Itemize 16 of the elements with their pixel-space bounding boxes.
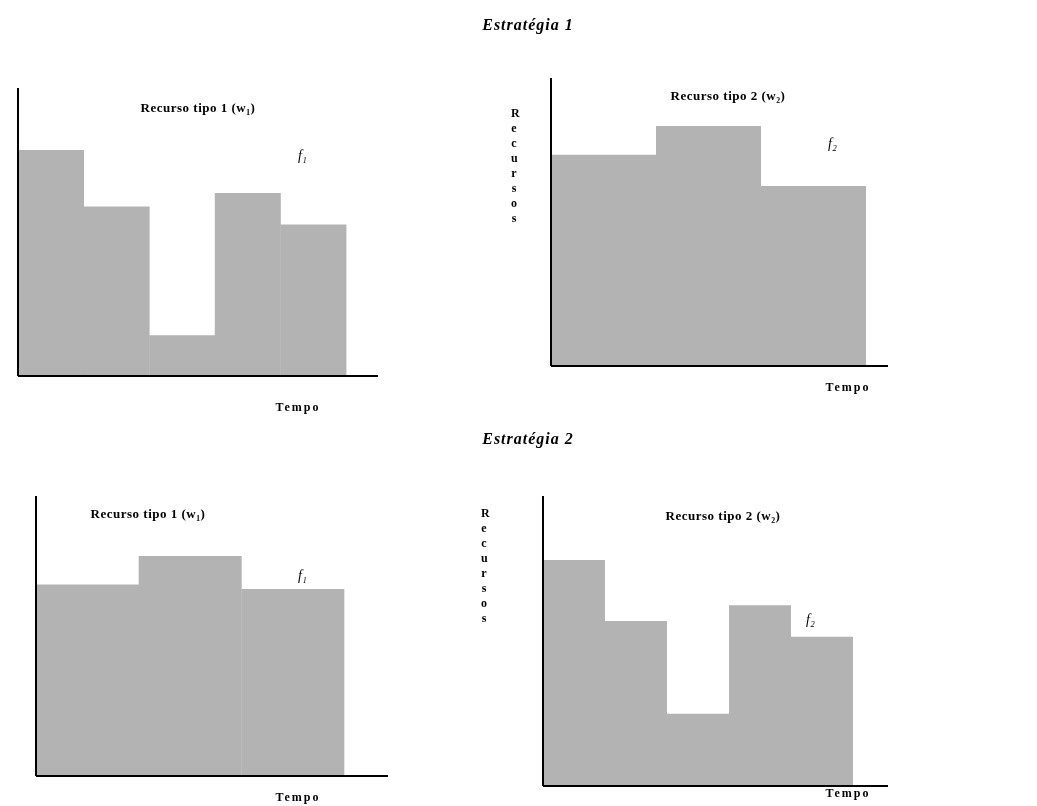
text: Estratégia 2: [482, 430, 574, 448]
x-axis-title: Tempo: [275, 790, 321, 805]
text: Estratégia 1: [482, 16, 574, 34]
x-axis-title: Tempo: [825, 380, 871, 395]
annotation: f₁: [298, 568, 307, 584]
y-axis-title: Recursos: [511, 106, 520, 226]
annotation: f₂: [828, 136, 837, 152]
chart-title: Recurso tipo 1 (w₁): [90, 506, 206, 522]
annotation: f₁: [298, 148, 307, 164]
chart-title: Recurso tipo 2 (w₂): [665, 508, 781, 524]
annotation: f₂: [806, 612, 815, 628]
x-axis-title: Tempo: [275, 400, 321, 415]
y-axis-title: Recursos: [481, 506, 490, 626]
chart-title: Recurso tipo 1 (w₁): [140, 100, 256, 116]
x-axis-title: Tempo: [825, 786, 871, 801]
chart-title: Recurso tipo 2 (w₂): [670, 88, 786, 104]
